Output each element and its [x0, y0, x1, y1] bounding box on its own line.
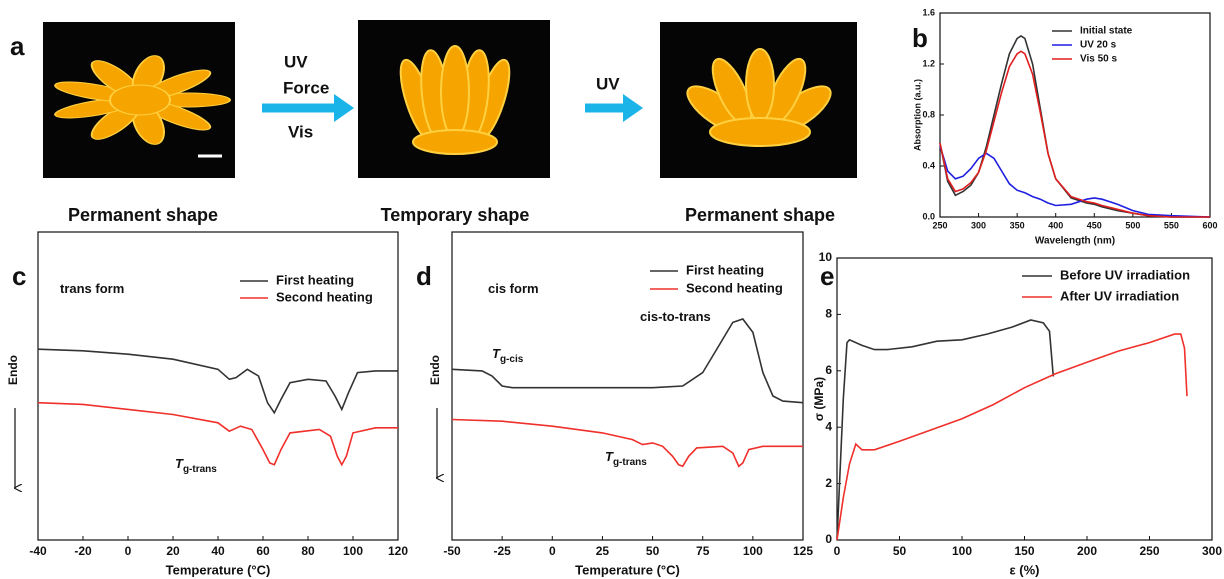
- y-tick-label: 0.4: [922, 160, 935, 170]
- arrow: [585, 94, 643, 122]
- y-axis-label: Endo: [428, 355, 442, 385]
- plot-frame: [940, 13, 1210, 217]
- data-line: [940, 51, 1210, 217]
- x-tick-label: -25: [493, 544, 511, 558]
- x-tick-label: 25: [596, 544, 610, 558]
- panel-letter: d: [416, 261, 432, 291]
- annotation-text: trans form: [60, 281, 124, 296]
- x-tick-label: 150: [1014, 544, 1034, 558]
- x-tick-label: 0: [549, 544, 556, 558]
- data-line: [837, 334, 1187, 540]
- x-tick-label: 100: [952, 544, 972, 558]
- x-tick-label: 500: [1125, 220, 1140, 230]
- y-axis-label: Absorption (a.u.): [912, 79, 922, 151]
- panel-letter: a: [10, 31, 25, 61]
- x-tick-label: 0: [834, 544, 841, 558]
- x-tick-label: -50: [443, 544, 461, 558]
- annotation-text: cis form: [488, 281, 539, 296]
- y-tick-label: 2: [825, 476, 832, 490]
- data-line: [940, 36, 1210, 217]
- x-tick-label: 20: [166, 544, 180, 558]
- x-tick-label: 50: [646, 544, 660, 558]
- y-tick-label: 1.2: [922, 58, 935, 68]
- x-tick-label: 350: [1010, 220, 1025, 230]
- y-tick-label: 1.6: [922, 7, 935, 17]
- x-tick-label: 250: [1139, 544, 1159, 558]
- annotation: Tg-cis: [492, 346, 524, 364]
- legend-label: After UV irradiation: [1060, 288, 1179, 303]
- arrow-label: Force: [283, 78, 329, 97]
- annotation: Tg-trans: [175, 456, 217, 474]
- x-tick-label: 125: [793, 544, 813, 558]
- y-axis-label: σ (MPa): [812, 377, 826, 421]
- x-axis-label: Wavelength (nm): [1035, 236, 1115, 247]
- x-axis-label: Temperature (°C): [166, 562, 271, 577]
- x-tick-label: 40: [211, 544, 225, 558]
- y-tick-label: 0: [825, 532, 832, 546]
- x-tick-label: 120: [388, 544, 408, 558]
- panel-letter: e: [820, 261, 834, 291]
- x-axis-label: Temperature (°C): [575, 562, 680, 577]
- x-tick-label: -40: [29, 544, 47, 558]
- x-tick-label: 400: [1048, 220, 1063, 230]
- arrow-label: Vis: [288, 122, 313, 141]
- x-axis-label: ε (%): [1010, 562, 1040, 577]
- annotation-subscript: g-cis: [500, 354, 524, 365]
- x-tick-label: 100: [343, 544, 363, 558]
- x-tick-label: -20: [74, 544, 92, 558]
- annotation-subscript: g-trans: [183, 464, 217, 475]
- x-tick-label: 200: [1077, 544, 1097, 558]
- arrow: [262, 94, 354, 122]
- data-line: [38, 403, 398, 465]
- x-tick-label: 550: [1164, 220, 1179, 230]
- annotation-subscript: g-trans: [613, 457, 647, 468]
- x-tick-label: 75: [696, 544, 710, 558]
- legend-label: Before UV irradiation: [1060, 267, 1190, 282]
- figure: a Permanent shape UV Force Vis Temporar: [0, 0, 1224, 579]
- data-line: [38, 349, 398, 413]
- x-tick-label: 250: [932, 220, 947, 230]
- y-tick-label: 0.0: [922, 211, 935, 221]
- photo-caption: Permanent shape: [68, 205, 218, 225]
- x-tick-label: 60: [256, 544, 270, 558]
- annotation: cis form: [488, 281, 539, 296]
- y-tick-label: 4: [825, 419, 832, 433]
- data-line: [837, 320, 1053, 540]
- x-tick-label: 0: [125, 544, 132, 558]
- legend-label: First heating: [686, 262, 764, 277]
- y-tick-label: 6: [825, 363, 832, 377]
- y-axis-label: Endo: [6, 355, 20, 385]
- legend-label: Initial state: [1080, 26, 1133, 37]
- x-tick-label: 450: [1087, 220, 1102, 230]
- data-line: [940, 146, 1210, 217]
- arrow-label: UV: [284, 52, 308, 71]
- legend-label: Second heating: [276, 289, 373, 304]
- y-tick-label: 10: [819, 250, 833, 264]
- annotation: cis-to-trans: [640, 309, 711, 324]
- photo-caption: Permanent shape: [685, 205, 835, 225]
- x-tick-label: 300: [971, 220, 986, 230]
- panel-letter: b: [912, 23, 928, 53]
- annotation: Tg-trans: [605, 449, 647, 467]
- y-tick-label: 0.8: [922, 109, 935, 119]
- legend-label: UV 20 s: [1080, 40, 1117, 51]
- x-tick-label: 300: [1202, 544, 1222, 558]
- photo-caption: Temporary shape: [381, 205, 530, 225]
- legend-label: Vis 50 s: [1080, 54, 1118, 65]
- x-tick-label: 50: [893, 544, 907, 558]
- annotation-text: cis-to-trans: [640, 309, 711, 324]
- photo: [358, 20, 550, 178]
- photo: [43, 22, 235, 178]
- photo: [660, 22, 857, 178]
- x-tick-label: 600: [1202, 220, 1217, 230]
- x-tick-label: 80: [301, 544, 315, 558]
- y-tick-label: 8: [825, 307, 832, 321]
- legend-label: First heating: [276, 272, 354, 287]
- legend-label: Second heating: [686, 280, 783, 295]
- annotation: trans form: [60, 281, 124, 296]
- x-tick-label: 100: [743, 544, 763, 558]
- panel-letter: c: [12, 261, 26, 291]
- arrow-label: UV: [596, 74, 620, 93]
